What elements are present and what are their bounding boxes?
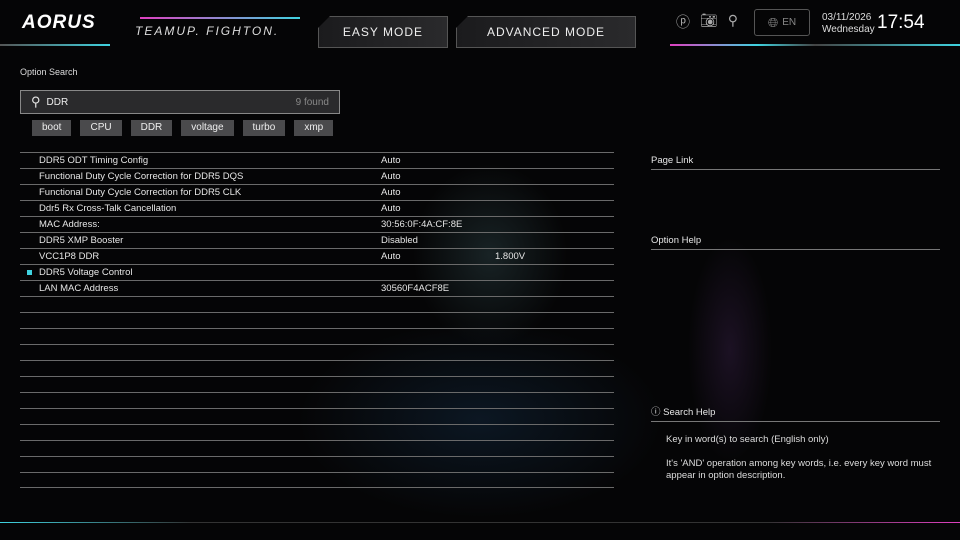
empty-row (20, 408, 614, 424)
option-name: Ddr5 Rx Cross-Talk Cancellation (39, 203, 177, 214)
option-name: DDR5 XMP Booster (39, 235, 124, 246)
table-row[interactable]: Functional Duty Cycle Correction for DDR… (20, 184, 614, 200)
tag-xmp[interactable]: xmp (294, 120, 334, 136)
aorus-logo: AORUS (22, 12, 96, 33)
table-row[interactable]: MAC Address: 30:56:0F:4A:CF:8E (20, 216, 614, 232)
slogan: TEAMUP. FIGHTON. (135, 24, 280, 38)
empty-row (20, 328, 614, 344)
header-accent-line (670, 44, 960, 46)
easy-mode-button[interactable]: EASY MODE (318, 16, 448, 48)
option-name: VCC1P8 DDR (39, 251, 100, 262)
search-icon[interactable]: ⚲ (727, 12, 739, 28)
option-value: Auto (381, 251, 401, 262)
option-name: DDR5 ODT Timing Config (39, 155, 149, 166)
empty-row (20, 312, 614, 328)
submenu-marker-icon (27, 270, 32, 275)
help-icon[interactable]: ⓟ (676, 14, 690, 30)
tag-boot[interactable]: boot (32, 120, 72, 136)
search-input[interactable]: ⚲ DDR 9 found (20, 90, 340, 114)
found-count: 9 found (295, 96, 329, 108)
date: 03/11/2026 Wednesday (822, 12, 875, 36)
empty-row (20, 376, 614, 392)
option-name: Functional Duty Cycle Correction for DDR… (39, 187, 242, 198)
tag-ddr[interactable]: DDR (130, 120, 173, 136)
search-help-heading: ⓘ Search Help (651, 404, 940, 422)
info-icon: ⓘ (651, 407, 664, 418)
option-value: Disabled (381, 235, 418, 246)
option-value: Auto (381, 203, 401, 214)
option-value: Auto (381, 171, 401, 182)
footer-line (0, 522, 960, 523)
date-value: 03/11/2026 (822, 12, 872, 23)
tag-cpu[interactable]: CPU (80, 120, 122, 136)
option-search-label: Option Search (20, 67, 78, 77)
globe-icon: 🌐︎ (767, 14, 779, 30)
tag-turbo[interactable]: turbo (242, 120, 286, 136)
advanced-mode-button[interactable]: ADVANCED MODE (456, 16, 636, 48)
search-icon: ⚲ (31, 94, 41, 109)
option-help-heading: Option Help (651, 235, 940, 250)
table-row[interactable]: DDR5 XMP Booster Disabled (20, 232, 614, 248)
empty-row (20, 360, 614, 376)
table-row[interactable]: LAN MAC Address 30560F4ACF8E (20, 280, 614, 296)
weekday: Wednesday (822, 24, 875, 35)
page-link-heading: Page Link (651, 155, 940, 170)
help-line: It's 'AND' operation among key words, i.… (666, 458, 932, 481)
tag-voltage[interactable]: voltage (181, 120, 234, 136)
empty-row (20, 440, 614, 456)
table-row[interactable]: VCC1P8 DDR Auto 1.800V (20, 248, 614, 264)
option-value: 30560F4ACF8E (381, 283, 450, 294)
option-name: DDR5 Voltage Control (39, 267, 133, 278)
search-help-label: Search Help (663, 407, 716, 418)
empty-row (20, 344, 614, 360)
option-value: Auto (381, 155, 401, 166)
empty-row (20, 456, 614, 472)
header-accent-line (0, 44, 110, 46)
empty-row (20, 296, 614, 312)
table-row[interactable]: Ddr5 Rx Cross-Talk Cancellation Auto (20, 200, 614, 216)
language-button[interactable]: 🌐︎ EN (754, 9, 810, 36)
results-table: DDR5 ODT Timing Config Auto Functional Dut… (20, 152, 614, 488)
option-name: Functional Duty Cycle Correction for DDR… (39, 171, 244, 182)
table-row[interactable]: DDR5 Voltage Control (20, 264, 614, 280)
option-value: 30:56:0F:4A:CF:8E (381, 219, 463, 230)
header-accent-line (140, 17, 300, 19)
option-value: Auto (381, 187, 401, 198)
language-label: EN (782, 17, 797, 28)
empty-row (20, 392, 614, 408)
empty-row (20, 472, 614, 488)
option-extra: 1.800V (495, 251, 526, 262)
table-row[interactable]: DDR5 ODT Timing Config Auto (20, 152, 614, 168)
camera-icon[interactable]: 📷︎ (700, 12, 718, 28)
option-name: LAN MAC Address (39, 283, 119, 294)
option-name: MAC Address: (39, 219, 100, 230)
table-row[interactable]: Functional Duty Cycle Correction for DDR… (20, 168, 614, 184)
empty-row (20, 424, 614, 440)
search-value[interactable]: DDR (46, 96, 69, 108)
clock: 17:54 (877, 12, 925, 33)
help-line: Key in word(s) to search (English only) (666, 434, 829, 445)
